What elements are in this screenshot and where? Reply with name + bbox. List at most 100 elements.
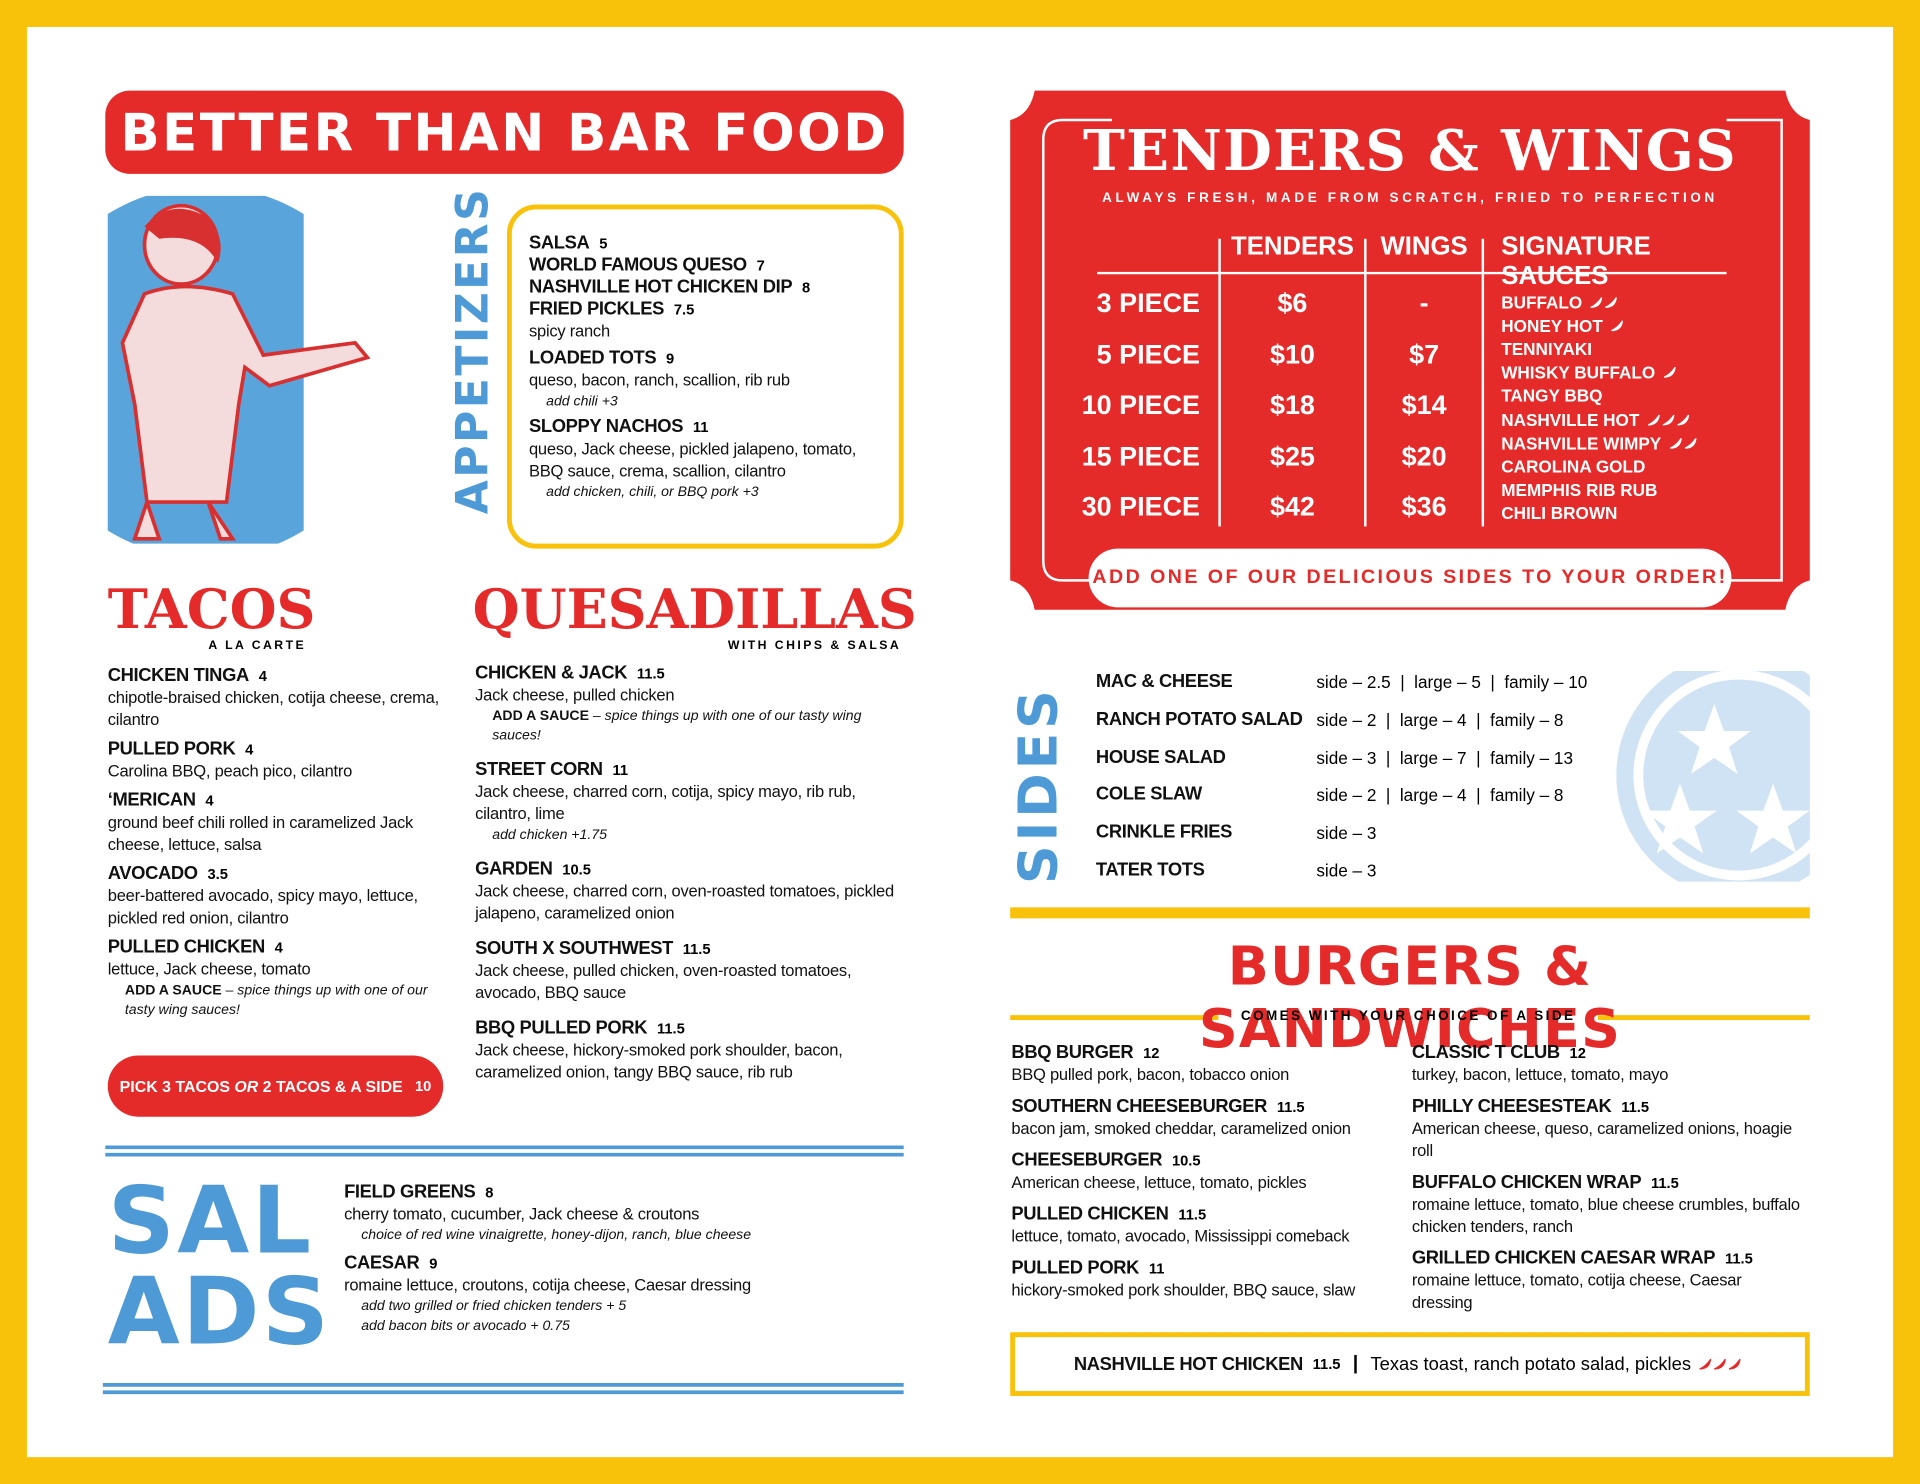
row-size: 3 PIECE	[1096, 287, 1201, 319]
cell: HOUSE SALAD	[1096, 746, 1226, 767]
cell: $10	[1220, 339, 1366, 371]
heading: TACOS	[107, 579, 316, 642]
menu-item: PULLED PORK 11 hickory-smoked pork shoulde…	[1011, 1258, 1400, 1302]
vhead: SIDES	[1008, 664, 1070, 885]
salads-heading: SAL ADS	[107, 1165, 332, 1366]
item-price: 12	[1143, 1044, 1160, 1062]
item-desc: lettuce, Jack cheese, tomato	[107, 960, 311, 979]
item-desc: Jack cheese, hickory-smoked pork shoulde…	[475, 1040, 843, 1082]
menu-item: BBQ BURGER 12 BBQ pulled pork, bacon, toba…	[1011, 1042, 1400, 1086]
item-price: 10.5	[1171, 1152, 1201, 1170]
item-note: add two grilled or fried chicken tenders…	[361, 1299, 627, 1314]
cell: $36	[1365, 491, 1483, 523]
item-price: 4	[245, 740, 254, 758]
item-title: BBQ BURGER 12	[1011, 1042, 1400, 1064]
footer: ADD ONE OF OUR DELICIOUS SIDES TO YOUR O…	[1092, 566, 1728, 588]
item-price: 11	[612, 761, 629, 779]
sauce-name: TENNIYAKI	[1501, 339, 1593, 359]
cell: $18	[1220, 389, 1366, 421]
cell: 30 PIECE	[1065, 491, 1200, 523]
menu-item: CHICKEN & JACK 11.5 Jack cheese, pulled ch…	[475, 662, 897, 745]
item-title: SOUTH X SOUTHWEST 11.5	[475, 938, 897, 960]
menu-item: PULLED CHICKEN 11.5 lettuce, tomato, avoca…	[1011, 1204, 1400, 1248]
row-wings: $20	[1401, 440, 1447, 471]
deal-text: OR	[234, 1076, 259, 1096]
item-name: PULLED CHICKEN	[107, 936, 265, 958]
item-name: NASHVILLE HOT CHICKEN DIP	[528, 276, 793, 298]
separator: |	[1352, 1353, 1359, 1374]
subheading: WITH CHIPS & SALSA	[727, 639, 902, 653]
column-header: WINGS	[1380, 232, 1468, 261]
menu-item: FIELD GREENS 8 cherry tomato, cucumber, Ja…	[344, 1182, 858, 1246]
item-title: LOADED TOTS 9	[529, 348, 890, 370]
item-price: 11.5	[1621, 1098, 1650, 1116]
side-name: TATER TOTS	[1095, 859, 1205, 881]
feature-price: 11.5	[1312, 1355, 1341, 1373]
sauce: WHISKY BUFFALO	[1501, 361, 1734, 384]
item-name: BUFFALO CHICKEN WRAP	[1411, 1171, 1642, 1193]
side-price: side – 3	[1316, 860, 1377, 881]
sauce-name: NASHVILLE HOT	[1501, 409, 1640, 430]
col: WINGS	[1365, 233, 1483, 262]
cell: side – 3	[1316, 823, 1376, 843]
item-price: 4	[274, 939, 283, 957]
item-title: CAESAR 9	[344, 1253, 858, 1275]
sauce: NASHVILLE WIMPY	[1501, 431, 1734, 454]
item-title: WORLD FAMOUS QUESO 7	[529, 255, 890, 277]
item-name: CHICKEN TINGA	[107, 664, 250, 686]
sauce: BUFFALO	[1501, 290, 1734, 313]
menu-item: PHILLY CHEESESTEAK 11.5 American cheese, q…	[1412, 1096, 1801, 1162]
vhead: APPETIZERS	[448, 187, 504, 515]
item-desc: hickory-smoked pork shoulder, BBQ sauce,…	[1011, 1280, 1356, 1300]
item-desc: lettuce, tomato, avocado, Mississippi co…	[1011, 1226, 1350, 1246]
sauce-name: WHISKY BUFFALO	[1501, 362, 1656, 383]
row-size: 5 PIECE	[1096, 338, 1201, 370]
row-size: 10 PIECE	[1081, 389, 1201, 421]
item-price: 11.5	[682, 940, 711, 958]
cell: 10 PIECE	[1065, 389, 1200, 421]
burgers-right: CLASSIC T CLUB 12 turkey, bacon, lettuce, …	[1412, 1042, 1801, 1324]
menu-item: CLASSIC T CLUB 12 turkey, bacon, lettuce, …	[1412, 1042, 1801, 1086]
item-title: CHICKEN & JACK 11.5	[475, 662, 897, 684]
item-title: PULLED CHICKEN 4	[108, 937, 441, 959]
cell: side – 2 | large – 4 | family – 8	[1316, 785, 1563, 805]
row-wings: $14	[1401, 389, 1447, 421]
note-label: ADD A SAUCE	[492, 708, 589, 724]
menu-item: ‘MERICAN 4 ground beef chili rolled in car…	[108, 790, 441, 856]
item-title: AVOCADO 3.5	[108, 863, 441, 885]
item-desc: BBQ pulled pork, bacon, tobacco onion	[1011, 1065, 1290, 1084]
menu-item: BUFFALO CHICKEN WRAP 11.5 romaine lettuce,…	[1412, 1172, 1801, 1238]
row-size: 15 PIECE	[1081, 440, 1201, 471]
item-title: CHICKEN TINGA 4	[108, 665, 441, 687]
row-tenders: $25	[1269, 440, 1315, 471]
heat-peppers	[1611, 320, 1624, 331]
side-name: HOUSE SALAD	[1095, 746, 1226, 768]
item-desc: Jack cheese, pulled chicken	[475, 685, 675, 705]
item-price: 3.5	[207, 865, 228, 883]
item-price: 11.5	[1651, 1174, 1679, 1192]
item-price: 4	[205, 792, 214, 810]
heat-peppers	[1664, 483, 1669, 498]
row-tenders: $10	[1269, 338, 1315, 370]
feature-desc: Texas toast, ranch potato salad, pickles	[1370, 1353, 1692, 1375]
note-text: – spice things up with one of our tasty …	[124, 983, 428, 1018]
item-name: FIELD GREENS	[344, 1181, 476, 1203]
sauce: MEMPHIS RIB RUB	[1501, 478, 1734, 501]
tacos-list: CHICKEN TINGA 4 chipotle-braised chicken, …	[108, 665, 441, 1027]
section-heading: TACOS A LA CARTE	[107, 579, 316, 652]
cell: side – 3	[1316, 861, 1376, 881]
item-title: STREET CORN 11	[475, 759, 897, 781]
sauce-name: HONEY HOT	[1501, 315, 1603, 336]
item-price: 8	[485, 1184, 494, 1202]
sauce-name: CAROLINA GOLD	[1501, 456, 1646, 477]
heading: ADS	[107, 1256, 332, 1366]
sauce-name: NASHVILLE WIMPY	[1501, 433, 1662, 453]
menu-item: NASHVILLE HOT CHICKEN DIP 8	[529, 277, 890, 299]
item-price: 7	[756, 257, 765, 275]
item-price: 11.5	[1178, 1206, 1207, 1224]
item-desc: Jack cheese, pulled chicken, oven-roaste…	[475, 961, 852, 1002]
item-title: ‘MERICAN 4	[108, 790, 441, 812]
item-price: 11.5	[1276, 1098, 1305, 1116]
heading: SAL	[107, 1165, 314, 1275]
row-tenders: $18	[1269, 389, 1315, 421]
